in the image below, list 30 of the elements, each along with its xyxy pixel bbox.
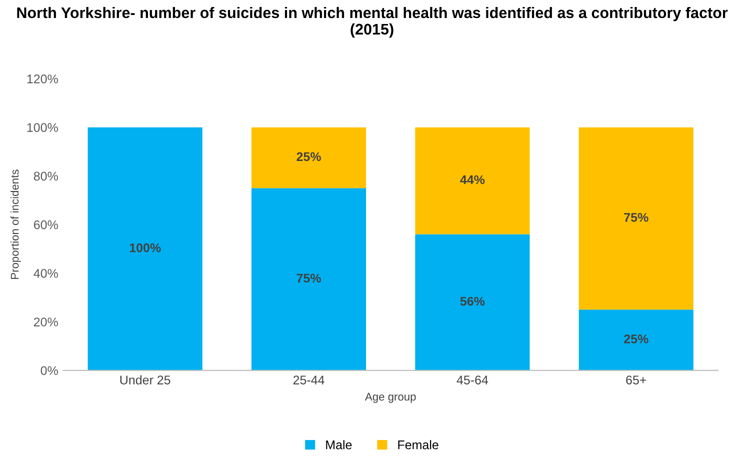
- y-tick-label: 100%: [27, 123, 58, 132]
- chart-title: North Yorkshire- number of suicides in which mental health was identified as a contributory factor (2015): [17, 6, 728, 38]
- data-label: 100%: [130, 243, 161, 252]
- bar: [251, 188, 366, 370]
- x-tick-label: 65+: [626, 376, 646, 384]
- data-label: 44%: [460, 175, 485, 184]
- legend-label: Female: [398, 440, 438, 450]
- y-axis-title: Proportion of incidents: [10, 170, 21, 279]
- x-tick-label: 45-64: [456, 376, 488, 384]
- y-tick-label: 40%: [34, 268, 58, 278]
- bar: [415, 127, 530, 234]
- data-label: 75%: [624, 213, 648, 222]
- y-tick-label: 20%: [34, 318, 58, 326]
- data-label: 25%: [624, 334, 648, 344]
- bar: [251, 127, 366, 188]
- bar: [578, 310, 694, 370]
- bar: [415, 234, 530, 370]
- y-tick-label: 60%: [34, 220, 58, 230]
- legend-label: Male: [326, 440, 352, 450]
- y-tick-label: 0%: [40, 366, 58, 376]
- bar: [578, 127, 694, 310]
- x-tick-label: 25-44: [293, 376, 324, 384]
- data-label: 56%: [460, 296, 485, 306]
- data-label: 25%: [296, 152, 321, 162]
- y-tick-label: 80%: [34, 172, 58, 181]
- data-label: 75%: [296, 274, 321, 283]
- y-tick-label: 120%: [27, 74, 58, 84]
- x-tick-label: Under 25: [120, 375, 170, 384]
- bar: [88, 127, 202, 370]
- x-axis-title: Age group: [364, 392, 416, 403]
